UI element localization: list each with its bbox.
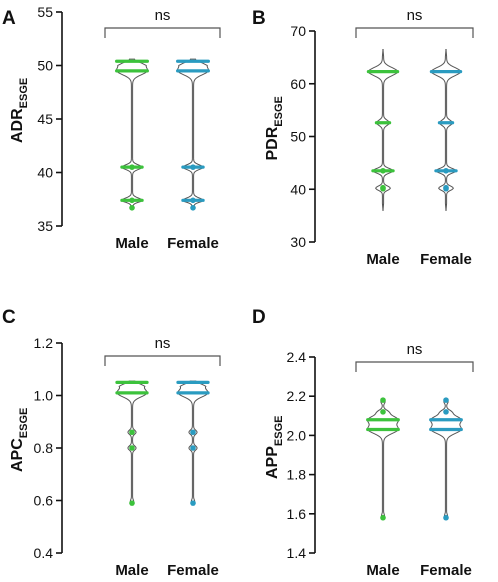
- y-tick-label: 2.2: [287, 388, 307, 404]
- panel-letter: C: [2, 307, 16, 328]
- y-axis-label: APCESGE: [9, 408, 30, 472]
- data-point: [129, 429, 135, 436]
- data-point: [190, 164, 196, 170]
- data-point: [129, 500, 135, 506]
- y-tick-label: 50: [37, 58, 53, 74]
- violin-outline: [116, 380, 148, 505]
- data-point: [443, 514, 449, 521]
- y-tick-label: 30: [290, 234, 306, 250]
- panel-a: A 35 40 45 50 55 ADRESGE ns Male Female: [2, 4, 221, 252]
- y-axis-label-subscript: ESGE: [18, 408, 30, 439]
- data-point: [129, 205, 135, 211]
- y-tick-label: 60: [290, 76, 306, 92]
- panel-d: D 1.4 1.6 1.8 2.0 2.2 2.4 APPESGE ns Male Female: [252, 307, 474, 579]
- data-point: [380, 167, 386, 174]
- y-tick-label: 70: [290, 23, 306, 39]
- data-point: [380, 397, 386, 403]
- y-tick-label: 45: [37, 111, 53, 127]
- data-point: [380, 185, 386, 192]
- y-axis-label-main: ADR: [9, 108, 26, 143]
- y-tick-label: 2.4: [287, 349, 307, 365]
- y-tick-label: 40: [290, 181, 306, 197]
- x-category-label: Male: [366, 562, 399, 579]
- y-axis-label-main: PDR: [264, 126, 281, 160]
- panel-letter: B: [252, 8, 266, 29]
- violin-outline: [115, 58, 149, 209]
- violin-outline: [367, 397, 399, 520]
- data-point: [190, 500, 196, 506]
- y-axis-label-subscript: ESGE: [18, 78, 30, 109]
- data-point: [380, 514, 386, 521]
- y-tick-label: 1.4: [287, 545, 307, 561]
- data-point: [129, 197, 135, 204]
- data-point: [443, 409, 449, 415]
- data-point: [190, 205, 196, 211]
- y-tick-label: 2.0: [287, 427, 307, 443]
- x-category-label: Female: [420, 251, 472, 268]
- y-axis-label-main: APC: [9, 438, 26, 472]
- panel-c: C 0.4 0.6 0.8 1.0 1.2 APCESGE ns Male Female: [2, 307, 221, 579]
- y-tick-label: 40: [37, 165, 53, 181]
- y-axis-label: PDRESGE: [264, 96, 285, 160]
- data-point: [443, 397, 449, 403]
- y-tick-label: 35: [37, 218, 53, 234]
- y-axis-label: APPESGE: [264, 416, 285, 479]
- x-category-label: Male: [115, 562, 148, 579]
- y-tick-label: 0.6: [34, 493, 54, 509]
- significance-label: ns: [155, 7, 171, 24]
- significance-bracket: [355, 27, 474, 38]
- significance-bracket: [104, 355, 221, 366]
- panel-letter: A: [2, 8, 16, 29]
- significance-bracket: [355, 361, 474, 372]
- x-category-label: Male: [115, 235, 148, 252]
- y-tick-label: 0.4: [34, 545, 54, 561]
- data-point: [190, 429, 196, 436]
- violin-outline: [176, 58, 210, 209]
- x-category-label: Female: [420, 562, 472, 579]
- violin-outline: [430, 397, 462, 520]
- data-point: [190, 445, 196, 451]
- y-tick-label: 1.8: [287, 467, 307, 483]
- panel-b: B 30 40 50 60 70 PDRESGE ns Male Female: [252, 7, 474, 268]
- data-point: [443, 185, 449, 192]
- x-category-label: Female: [167, 235, 219, 252]
- data-point: [380, 409, 386, 415]
- y-tick-label: 50: [290, 129, 306, 145]
- significance-label: ns: [407, 7, 423, 24]
- x-category-label: Female: [167, 562, 219, 579]
- panel-letter: D: [252, 307, 266, 328]
- data-point: [129, 164, 135, 170]
- violin-outline: [177, 380, 209, 505]
- y-tick-label: 0.8: [34, 440, 54, 456]
- significance-label: ns: [155, 335, 171, 352]
- y-axis-label-subscript: ESGE: [273, 96, 285, 127]
- y-axis-label-main: APP: [264, 446, 281, 479]
- y-tick-label: 55: [37, 4, 53, 20]
- y-tick-label: 1.2: [34, 335, 54, 351]
- y-axis-label: ADRESGE: [9, 78, 30, 143]
- y-tick-label: 1.0: [34, 388, 54, 404]
- significance-bracket: [104, 27, 221, 38]
- x-category-label: Male: [366, 251, 399, 268]
- significance-label: ns: [407, 341, 423, 358]
- y-axis-label-subscript: ESGE: [273, 416, 285, 447]
- data-point: [443, 167, 449, 174]
- y-tick-label: 1.6: [287, 506, 307, 522]
- data-point: [190, 197, 196, 204]
- data-point: [129, 445, 135, 451]
